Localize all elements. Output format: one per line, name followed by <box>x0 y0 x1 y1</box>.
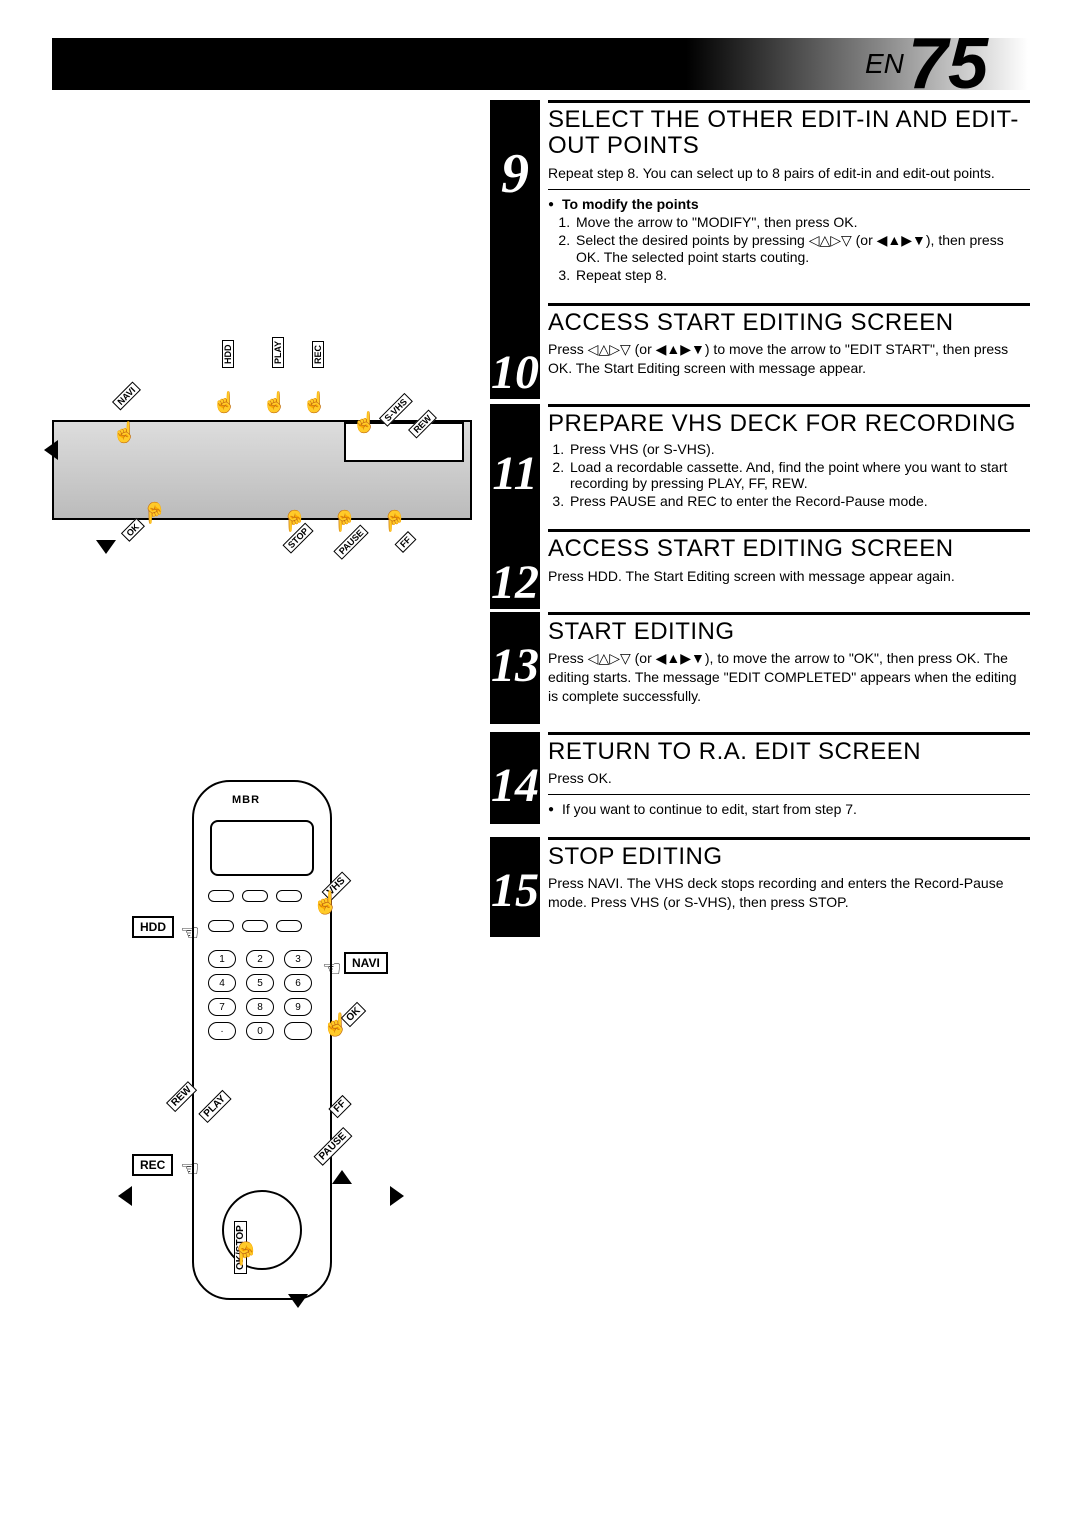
list-item-text: Repeat step 8. <box>576 267 667 283</box>
step-title: PREPARE VHS DECK FOR RECORDING <box>548 404 1030 437</box>
step-number-box: 14 <box>490 732 540 824</box>
remote-screen <box>210 820 314 876</box>
arrow-up-icon <box>332 1170 352 1184</box>
step-number: 13 <box>491 642 539 690</box>
step-number-box: 10 <box>490 303 540 399</box>
step-bullet: If you want to continue to edit, start f… <box>548 801 1030 817</box>
step-intro: Press NAVI. The VHS deck stops recording… <box>548 874 1030 918</box>
step-11: 11 PREPARE VHS DECK FOR RECORDING Press … <box>490 404 1030 509</box>
deck-label-navi: NAVI <box>112 382 141 411</box>
arrow-left-icon <box>118 1186 132 1206</box>
step-intro: Press ◁△▷▽ (or ◀▲▶▼) to move the arrow t… <box>548 340 1030 384</box>
list-item: Repeat step 8. <box>574 267 1030 283</box>
step-intro: Repeat step 8. You can select up to 8 pa… <box>548 164 1030 190</box>
bullet-text: If you want to continue to edit, start f… <box>562 801 857 817</box>
arrow-down-icon <box>96 540 116 554</box>
list-item: Press PAUSE and REC to enter the Record-… <box>568 493 1030 509</box>
hand-pointer-icon: ☝ <box>262 390 287 415</box>
remote-label-navi: NAVI <box>344 952 388 974</box>
list-item-text: Select the desired points by pressing ◁△… <box>576 232 1004 265</box>
vhs-prepare-list: Press VHS (or S-VHS). Load a recordable … <box>548 441 1030 509</box>
remote-figure: MBR 123 456 789 ·0 HDD NAVI REC VHS OK R… <box>172 780 352 1320</box>
step-intro: Press OK. <box>548 769 1030 795</box>
hand-pointer-icon: ☝ <box>332 508 357 533</box>
hand-pointer-icon: ☜ <box>322 956 342 982</box>
arrow-right-icon <box>390 1186 404 1206</box>
step-subheading: To modify the points <box>562 196 699 212</box>
deck-label-rec: REC <box>312 341 324 368</box>
step-intro: Press ◁△▷▽ (or ◀▲▶▼), to move the arrow … <box>548 649 1030 712</box>
step-number: 12 <box>491 559 539 607</box>
remote-keypad: 123 456 789 ·0 <box>208 950 316 1040</box>
step-title: ACCESS START EDITING SCREEN <box>548 529 1030 562</box>
list-item: Press VHS (or S-VHS). <box>568 441 1030 457</box>
hand-pointer-icon: ☝ <box>112 420 137 445</box>
list-item-text: Load a recordable cassette. And, find th… <box>570 459 1007 491</box>
page-header: EN 75 <box>52 38 1028 90</box>
deck-label-hdd: HDD <box>222 341 234 369</box>
list-item-text: Press VHS (or S-VHS). <box>570 441 715 457</box>
step-number: 15 <box>491 867 539 915</box>
deck-figure: HDD PLAY REC S-VHS REW NAVI OK STOP PAUS… <box>52 360 472 580</box>
hand-pointer-icon: ☝ <box>312 890 339 916</box>
list-item-text: Press PAUSE and REC to enter the Record-… <box>570 493 928 509</box>
step-number: 10 <box>491 349 539 397</box>
hand-pointer-icon: ☜ <box>180 1156 200 1182</box>
list-item: Select the desired points by pressing ◁△… <box>574 232 1030 265</box>
step-10: 10 ACCESS START EDITING SCREEN Press ◁△▷… <box>490 303 1030 384</box>
step-title: RETURN TO R.A. EDIT SCREEN <box>548 732 1030 765</box>
step-title: SELECT THE OTHER EDIT-IN AND EDIT-OUT PO… <box>548 100 1030 160</box>
remote-row-2 <box>208 920 302 932</box>
step-14: 14 RETURN TO R.A. EDIT SCREEN Press OK. … <box>490 732 1030 817</box>
hand-pointer-icon: ☝ <box>322 1012 349 1038</box>
step-12: 12 ACCESS START EDITING SCREEN Press HDD… <box>490 529 1030 591</box>
deck-label-play: PLAY <box>272 337 284 368</box>
step-number-box: 13 <box>490 612 540 724</box>
hand-pointer-icon: ☝ <box>302 390 327 415</box>
list-item: Move the arrow to "MODIFY", then press O… <box>574 214 1030 230</box>
hand-pointer-icon: ☝ <box>382 508 407 533</box>
step-number: 11 <box>492 450 537 498</box>
left-illustrations: HDD PLAY REC S-VHS REW NAVI OK STOP PAUS… <box>52 360 472 1320</box>
step-title: START EDITING <box>548 612 1030 645</box>
hand-pointer-icon: ☝ <box>232 1240 259 1266</box>
list-item-text: Move the arrow to "MODIFY", then press O… <box>576 214 857 230</box>
remote-label-hdd: HDD <box>132 916 174 938</box>
step-title: STOP EDITING <box>548 837 1030 870</box>
hand-pointer-icon: ☝ <box>352 410 377 435</box>
hand-pointer-icon: ☝ <box>212 390 237 415</box>
step-number: 14 <box>491 762 539 810</box>
deck-label-ff: FF <box>395 531 417 553</box>
hand-pointer-icon: ☝ <box>142 500 167 525</box>
page-lang: EN <box>865 48 904 80</box>
list-item: Load a recordable cassette. And, find th… <box>568 459 1030 491</box>
remote-top-buttons <box>208 890 302 902</box>
step-13: 13 START EDITING Press ◁△▷▽ (or ◀▲▶▼), t… <box>490 612 1030 712</box>
hand-pointer-icon: ☝ <box>282 508 307 533</box>
step-9: 9 SELECT THE OTHER EDIT-IN AND EDIT-OUT … <box>490 100 1030 283</box>
step-number: 9 <box>501 146 529 202</box>
arrow-left-icon <box>44 440 58 460</box>
step-title: ACCESS START EDITING SCREEN <box>548 303 1030 336</box>
step-number-box: 15 <box>490 837 540 937</box>
step-intro: Press HDD. The Start Editing screen with… <box>548 567 1030 592</box>
arrow-down-icon <box>288 1294 308 1308</box>
remote-label-rec: REC <box>132 1154 173 1176</box>
remote-brand: MBR <box>232 794 260 806</box>
step-number-box: 12 <box>490 529 540 609</box>
modify-points-list: Move the arrow to "MODIFY", then press O… <box>548 214 1030 283</box>
hand-pointer-icon: ☜ <box>180 920 200 946</box>
step-15: 15 STOP EDITING Press NAVI. The VHS deck… <box>490 837 1030 918</box>
page-number: 75 <box>908 28 988 100</box>
steps-column: 9 SELECT THE OTHER EDIT-IN AND EDIT-OUT … <box>490 100 1030 938</box>
